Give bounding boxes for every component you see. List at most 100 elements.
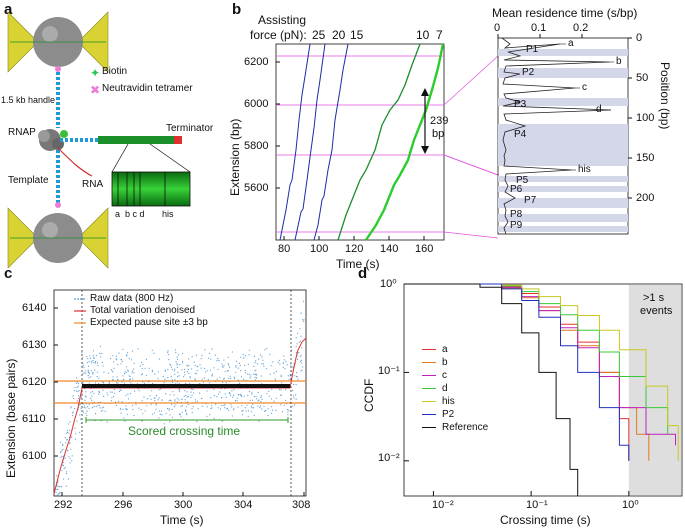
legend-entry-reference: Reference — [422, 423, 488, 433]
trace-15pN — [313, 43, 349, 241]
pause-label-p1: P1 — [526, 44, 539, 55]
force-title-2: force (pN): — [250, 28, 307, 42]
legend-entry-b: b — [422, 358, 448, 368]
c-xlabel: Time (s) — [160, 513, 204, 527]
residence-profile — [501, 37, 612, 235]
b-left-axes — [275, 43, 445, 241]
crossing-annotation: Scored crossing time — [128, 424, 241, 438]
series-d — [404, 283, 669, 435]
panel-d-label: d — [358, 265, 368, 282]
force-title-1: Assisting — [258, 13, 307, 27]
b-xtick: 120 — [345, 243, 364, 255]
b-right-xtick: 0.2 — [573, 22, 589, 34]
b-right-ytick: 150 — [636, 152, 655, 164]
series-c — [404, 283, 676, 446]
zoom-site-labels: a b c d his — [115, 209, 174, 219]
c-ytick: 6130 — [22, 339, 47, 351]
b-right-title: Mean residence time (s/bp) — [492, 6, 638, 20]
b-right-ytick: 0 — [636, 32, 643, 44]
scale-label-239: 239 — [430, 115, 449, 127]
force-7: 7 — [436, 28, 443, 42]
b-right-ytick: 50 — [636, 72, 649, 84]
c-axes — [53, 289, 307, 497]
b-ytick: 6200 — [244, 56, 269, 68]
terminator-label: Terminator — [166, 123, 214, 134]
template-label: Template — [8, 175, 49, 186]
d-xtick: 10⁰ — [622, 499, 639, 511]
c-xtick: 304 — [234, 499, 253, 511]
b-xtick: 160 — [415, 243, 434, 255]
legend-text: P2 — [442, 409, 455, 420]
legend-text: his — [442, 396, 455, 407]
c-ytick: 6110 — [22, 413, 46, 425]
legend-tv: Total variation denoised — [90, 305, 196, 316]
scale-label-bp: bp — [432, 128, 445, 140]
b-right-ytick: 200 — [636, 192, 655, 204]
neutravidin-label: Neutravidin tetramer — [102, 83, 193, 94]
neutravidin-top — [55, 66, 61, 72]
force-10: 10 — [416, 28, 430, 42]
b-right-xtick: 0.1 — [531, 22, 547, 34]
pause-label-p8: P8 — [510, 209, 523, 220]
legend-entry-c: c — [422, 371, 447, 381]
biotin-label: Biotin — [102, 66, 128, 77]
legend-text: Reference — [442, 422, 489, 433]
c-xtick: 300 — [174, 499, 193, 511]
pause-label-p2: P2 — [522, 67, 535, 78]
trace-7pN — [365, 43, 445, 241]
legend-entry-p2: P2 — [422, 410, 454, 420]
d-ytick: 10⁻¹ — [378, 365, 400, 377]
d-xlabel: Crossing time (s) — [500, 513, 591, 527]
force-20: 20 — [332, 28, 346, 42]
legend-swatch — [422, 400, 436, 402]
b-ytick: 5600 — [244, 182, 269, 194]
long-event-region — [628, 285, 681, 495]
b-xlabel: Time (s) — [336, 257, 380, 271]
transcribed-dna — [98, 136, 174, 144]
legend-swatch — [422, 426, 436, 428]
trace-20pN — [294, 43, 326, 241]
b-xtick: 100 — [310, 243, 329, 255]
force-25: 25 — [312, 28, 326, 42]
legend-text: a — [442, 344, 448, 355]
rnap-label: RNAP — [8, 127, 36, 138]
legend-text: b — [442, 357, 448, 368]
panel-b-label: b — [232, 1, 242, 18]
rna-strand — [57, 147, 93, 177]
d-ytick: 10⁰ — [380, 278, 397, 290]
trace-25pN — [279, 43, 311, 241]
legend-swatch — [422, 348, 436, 350]
shade-label-1: >1 s — [643, 292, 665, 304]
zoom-box — [111, 171, 191, 207]
site-label-d: d — [596, 104, 602, 115]
c-ytick: 6140 — [22, 302, 47, 314]
b-ytick: 6000 — [244, 98, 269, 110]
legend-text: c — [442, 370, 447, 381]
b-xtick: 80 — [278, 243, 291, 255]
legend-swatch — [422, 387, 436, 389]
series-reference — [404, 283, 579, 496]
site-label-c: c — [582, 82, 587, 93]
biotin-marker: ✦ — [90, 66, 100, 80]
b-ytick: 5800 — [244, 140, 269, 152]
pause-label-p9: P9 — [510, 220, 523, 231]
handle-label: 1.5 kb handle — [1, 95, 56, 105]
legend-swatch — [422, 361, 436, 363]
c-ytick: 6100 — [22, 450, 47, 462]
b-right-xtick: 0 — [494, 22, 501, 34]
pause-label-p7: P7 — [524, 195, 537, 206]
pause-label-p6: P6 — [510, 184, 523, 195]
force-15: 15 — [350, 28, 364, 42]
shade-label-2: events — [640, 305, 673, 317]
series-his — [404, 283, 679, 461]
b-right-ytick: 100 — [636, 112, 655, 124]
rna-label: RNA — [82, 179, 104, 190]
neutravidin-bottom — [55, 202, 61, 208]
pause-label-p4: P4 — [514, 129, 527, 140]
trace-10pN — [337, 43, 421, 241]
c-xtick: 292 — [54, 499, 73, 511]
site-label-a: a — [568, 38, 574, 49]
